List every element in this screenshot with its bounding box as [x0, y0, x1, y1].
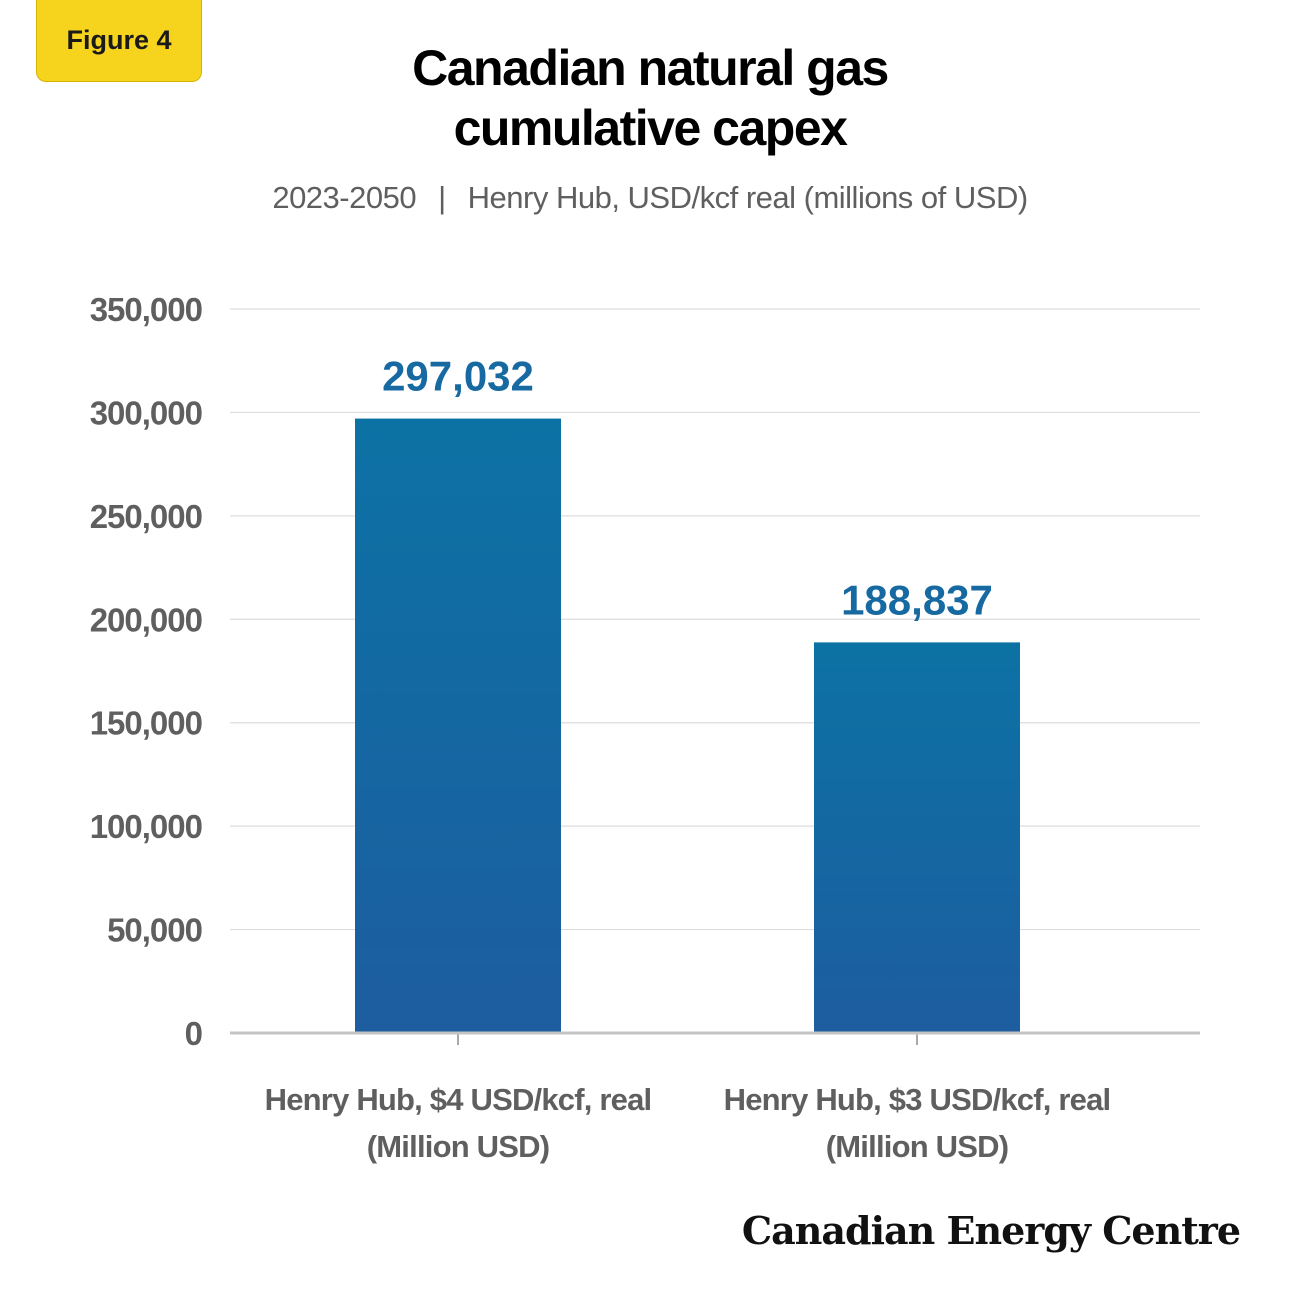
- chart-title: Canadian natural gas cumulative capex: [0, 38, 1300, 158]
- y-axis-ticks: 0 50,000 100,000 150,000 200,000 250,000 300,0…: [90, 291, 203, 1052]
- bar-value-label: 297,032: [382, 353, 534, 400]
- x-tick-label: (Million USD): [367, 1129, 549, 1164]
- subtitle-period: 2023-2050: [272, 180, 417, 215]
- chart-subtitle: 2023-2050 | Henry Hub, USD/kcf real (milli…: [0, 180, 1300, 216]
- y-tick-label: 50,000: [107, 912, 202, 949]
- x-tick-label: (Million USD): [826, 1129, 1008, 1164]
- bar-value-label: 188,837: [841, 576, 993, 623]
- x-tick-label: Henry Hub, $3 USD/kcf, real: [724, 1082, 1111, 1117]
- x-tick-label: Henry Hub, $4 USD/kcf, real: [265, 1082, 652, 1117]
- y-tick-label: 0: [185, 1015, 202, 1052]
- y-tick-label: 250,000: [90, 498, 202, 535]
- subtitle-description: Henry Hub, USD/kcf real (millions of USD…: [467, 180, 1029, 215]
- y-tick-label: 350,000: [90, 291, 202, 328]
- figure-badge: Figure 4: [36, 0, 202, 82]
- x-axis: [230, 1031, 1200, 1045]
- bar: [355, 418, 561, 1033]
- brand-logo-text: Canadian Energy Centre: [741, 1208, 1241, 1253]
- y-tick-label: 300,000: [90, 394, 202, 431]
- bars: 297,032 188,837: [355, 353, 1020, 1033]
- subtitle-separator: |: [438, 180, 446, 215]
- title-line-1: Canadian natural gas: [412, 40, 889, 96]
- y-tick-label: 200,000: [90, 601, 202, 638]
- x-axis-labels: Henry Hub, $4 USD/kcf, real (Million USD)…: [265, 1082, 1112, 1164]
- bar: [814, 642, 1020, 1033]
- y-tick-label: 150,000: [90, 705, 202, 742]
- y-tick-label: 100,000: [90, 808, 202, 845]
- title-line-2: cumulative capex: [453, 100, 848, 156]
